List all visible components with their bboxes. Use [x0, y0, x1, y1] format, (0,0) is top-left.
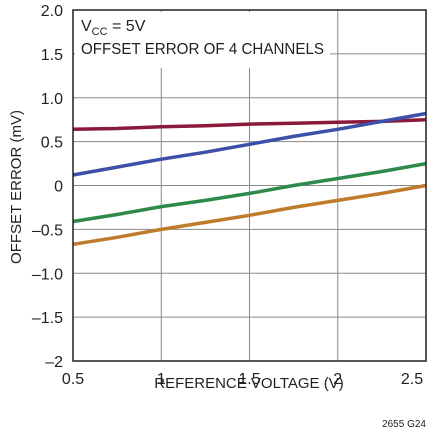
x-tick-label: 0.5: [62, 371, 84, 388]
series-line-2: [72, 111, 427, 177]
y-tick-label: 1.0: [41, 91, 63, 108]
data-series: [72, 111, 427, 247]
series-line-4: [72, 183, 427, 247]
subtitle-annotation: OFFSET ERROR OF 4 CHANNELS: [81, 41, 324, 58]
y-tick-label: –2: [45, 354, 63, 371]
annotation-background: [75, 12, 330, 68]
x-tick-label: 2: [333, 371, 342, 388]
x-axis-title: REFERENCE VOLTAGE (V): [154, 375, 343, 392]
series-line-1: [72, 117, 427, 132]
x-tick-label: 2.5: [401, 371, 423, 388]
figure-id: 2655 G24: [382, 419, 426, 430]
y-tick-label: –0.5: [32, 222, 63, 239]
series-line-3: [72, 161, 427, 224]
y-tick-label: 0.5: [41, 135, 63, 152]
y-tick-label: –1.5: [32, 310, 63, 327]
y-axis-title: OFFSET ERROR (mV): [8, 110, 25, 264]
x-tick-label: 1: [157, 371, 166, 388]
y-tick-label: 1.5: [41, 47, 63, 64]
tick-labels: –2 –1.5 –1.0 –0.5 0 0.5 1.0 1.5 2.0 0.5 1 1.5 2 2.5: [32, 3, 423, 388]
x-tick-label: 1.5: [238, 371, 260, 388]
y-tick-label: 0: [54, 179, 63, 196]
vcc-annotation: VCC = 5V: [81, 18, 146, 38]
plot-frame: [72, 9, 427, 362]
y-tick-label: 2.0: [41, 3, 63, 20]
y-tick-label: –1.0: [32, 266, 63, 283]
